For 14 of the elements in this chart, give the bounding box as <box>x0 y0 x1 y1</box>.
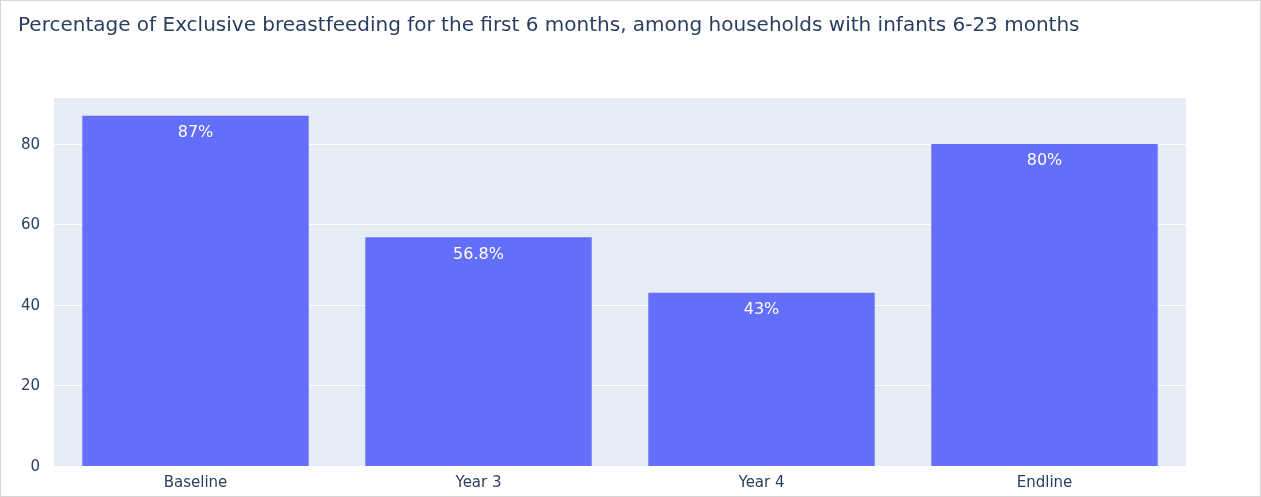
x-tick-label: Baseline <box>163 472 228 491</box>
data-label: 80% <box>1026 150 1063 170</box>
x-tick-label: Endline <box>1016 472 1073 491</box>
y-tick-label: 80 <box>20 134 40 153</box>
x-tick-label: Year 4 <box>737 472 785 491</box>
data-label: 43% <box>743 299 780 319</box>
y-tick-label: 0 <box>30 457 40 475</box>
data-label: 87% <box>177 122 214 142</box>
y-tick-label: 40 <box>20 295 40 314</box>
y-tick-label: 20 <box>20 376 40 395</box>
chart-title: Percentage of Exclusive breastfeeding for the first 6 months, among households with infants 6-23 months <box>18 12 1080 36</box>
y-tick-label: 60 <box>20 215 40 234</box>
x-tick-label: Year 3 <box>454 472 502 491</box>
data-label: 56.8% <box>453 243 504 263</box>
